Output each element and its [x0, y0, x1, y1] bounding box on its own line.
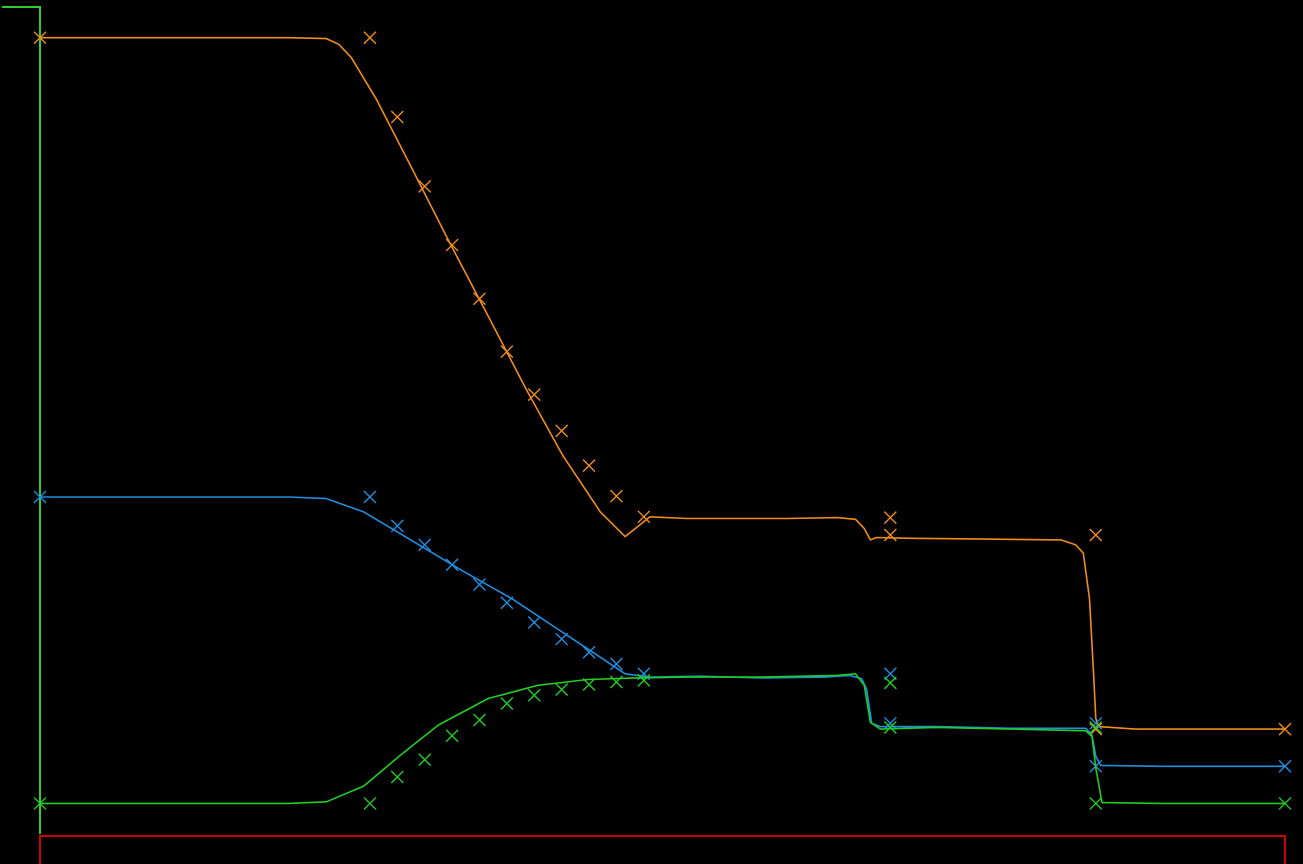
data-point-marker [609, 489, 623, 503]
data-point-marker [445, 238, 459, 252]
data-point-marker [527, 616, 541, 630]
data-point-marker [883, 511, 897, 525]
data-point-marker [527, 688, 541, 702]
data-point-marker [1278, 759, 1292, 773]
data-point-marker [390, 519, 404, 533]
data-point-marker [418, 538, 432, 552]
data-point-marker [418, 753, 432, 767]
data-point-marker [363, 796, 377, 810]
data-point-marker [500, 596, 514, 610]
data-point-marker [1089, 528, 1103, 542]
data-point-marker [472, 578, 486, 592]
data-point-marker [445, 729, 459, 743]
data-point-marker [609, 657, 623, 671]
data-point-marker [582, 677, 596, 691]
data-point-marker [609, 675, 623, 689]
data-point-marker [445, 558, 459, 572]
data-point-marker [582, 459, 596, 473]
data-point-marker [582, 645, 596, 659]
data-point-marker [1089, 720, 1103, 734]
y-axis-line [2, 6, 41, 834]
data-point-marker [883, 720, 897, 734]
data-point-marker [883, 528, 897, 542]
data-point-marker [527, 388, 541, 402]
series-group [33, 31, 1292, 810]
data-point-marker [637, 673, 651, 687]
data-point-marker [472, 713, 486, 727]
data-point-marker [1089, 716, 1103, 730]
data-point-marker [33, 490, 47, 504]
data-point-marker [33, 31, 47, 45]
x-axis-line [39, 835, 1286, 864]
series-line [40, 36, 1285, 730]
series-1 [33, 31, 1292, 736]
data-point-marker [1089, 722, 1103, 736]
data-point-marker [390, 770, 404, 784]
data-point-marker [418, 179, 432, 193]
data-point-marker [637, 510, 651, 524]
data-point-marker [500, 696, 514, 710]
series-2 [33, 490, 1292, 773]
series-line [40, 672, 1285, 805]
axes [2, 6, 1286, 864]
series-3 [33, 672, 1292, 810]
data-point-marker [363, 31, 377, 45]
data-point-marker [472, 292, 486, 306]
data-point-marker [883, 716, 897, 730]
data-point-marker [1278, 796, 1292, 810]
data-point-marker [555, 424, 569, 438]
data-point-marker [1278, 722, 1292, 736]
data-point-marker [1089, 796, 1103, 810]
data-point-marker [555, 682, 569, 696]
data-point-marker [363, 490, 377, 504]
data-point-marker [500, 345, 514, 359]
data-point-marker [390, 110, 404, 124]
data-point-marker [883, 667, 897, 681]
data-point-marker [33, 796, 47, 810]
data-point-marker [883, 676, 897, 690]
data-point-marker [555, 632, 569, 646]
